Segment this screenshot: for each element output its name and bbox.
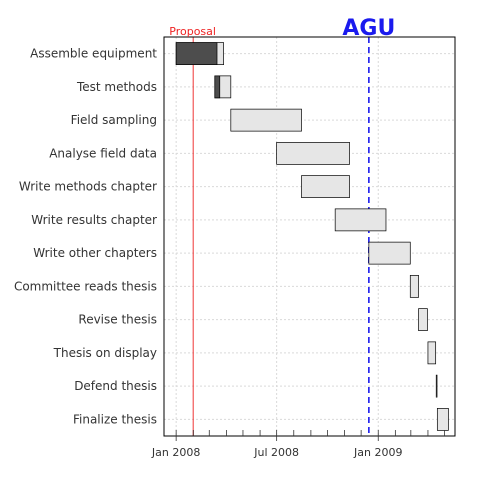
grid-layer: [164, 37, 455, 436]
x-tick-label: Jul 2008: [253, 446, 299, 459]
task-label: Revise thesis: [78, 313, 157, 327]
task-label: Thesis on display: [53, 346, 157, 360]
task-label: Defend thesis: [74, 379, 157, 393]
annotation-label-proposal: Proposal: [169, 25, 216, 38]
task-bar: [230, 108, 302, 132]
task-bar: [276, 142, 350, 165]
task-label: Test methods: [76, 80, 157, 94]
task-label: Analyse field data: [49, 146, 157, 160]
x-tick-label: Jan 2009: [353, 446, 402, 459]
task-label: Write other chapters: [33, 246, 157, 260]
annotation-labels: Proposal AGU: [169, 16, 395, 41]
task-labels: Assemble equipment Test methods Field samp…: [14, 47, 157, 427]
task-bars: [175, 42, 449, 431]
x-tick-label: Jan 2008: [151, 446, 200, 459]
plot-frame: [163, 36, 456, 437]
task-label: Write methods chapter: [19, 180, 157, 194]
task-label: Assemble equipment: [30, 47, 157, 61]
task-label: Committee reads thesis: [14, 279, 157, 293]
task-bar: [436, 408, 449, 431]
task-bar: [427, 341, 437, 365]
task-bar: [334, 208, 387, 232]
task-bar-completed: [214, 75, 221, 99]
task-bar: [435, 374, 438, 398]
annotation-label-agu: AGU: [342, 16, 395, 41]
task-bar-completed: [175, 42, 218, 65]
task-bar: [301, 175, 350, 198]
task-bar: [368, 241, 411, 265]
x-axis: Jan 2008 Jul 2008 Jan 2009: [151, 430, 445, 459]
task-bar: [418, 308, 428, 331]
task-bar: [409, 275, 419, 298]
annotation-lines: [192, 37, 370, 436]
task-label: Field sampling: [71, 113, 157, 127]
task-label: Finalize thesis: [73, 412, 157, 426]
task-label: Write results chapter: [31, 213, 157, 227]
